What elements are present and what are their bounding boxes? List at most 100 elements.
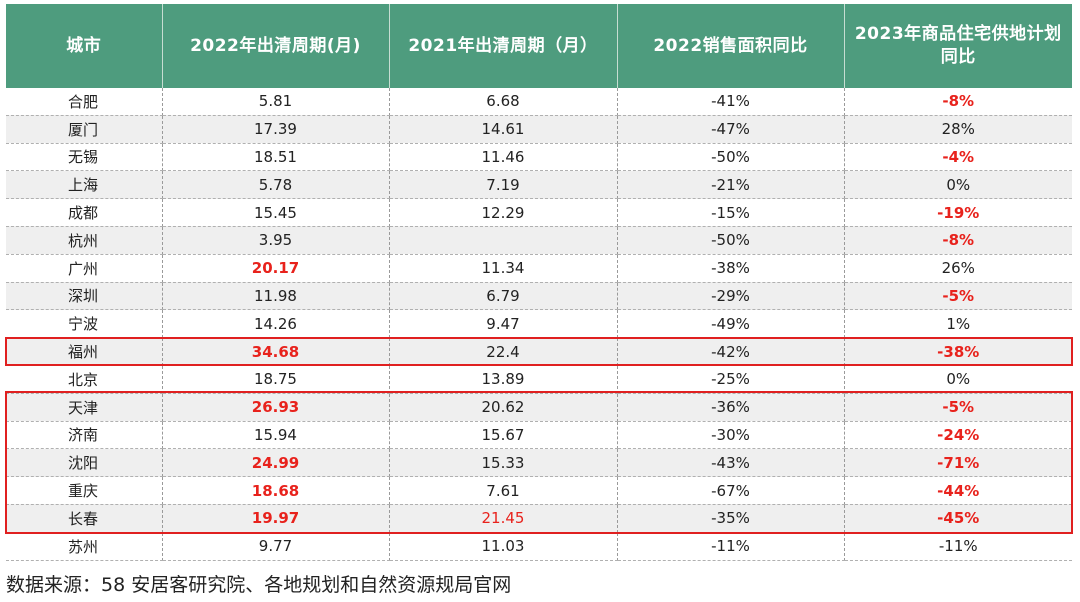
table-row: 沈阳 24.99 15.33 -43% -71%	[6, 448, 1072, 478]
land-supply-plan-cell: -19%	[844, 198, 1072, 227]
land-supply-plan-cell: -4%	[844, 143, 1072, 172]
clearance-2022-cell: 5.81	[162, 88, 390, 116]
city-cell: 沈阳	[6, 448, 163, 478]
sales-area-yoy-cell: -41%	[617, 88, 845, 116]
sales-area-yoy-cell: -43%	[617, 448, 845, 478]
header-clearance-2021: 2021年出清周期（月）	[389, 4, 618, 88]
header-sales-area-yoy-2022: 2022销售面积同比	[617, 4, 845, 88]
land-supply-plan-cell: 0%	[844, 365, 1072, 394]
sales-area-yoy-cell: -21%	[617, 170, 845, 200]
sales-area-yoy-cell: -15%	[617, 198, 845, 227]
sales-area-yoy-cell: -35%	[617, 504, 845, 533]
city-cell: 北京	[6, 365, 163, 394]
table-row: 福州 34.68 22.4 -42% -38%	[6, 337, 1072, 366]
clearance-2021-cell: 9.47	[389, 309, 618, 339]
clearance-2022-cell: 18.75	[162, 365, 390, 394]
sales-area-yoy-cell: -42%	[617, 337, 845, 366]
clearance-2022-cell: 9.77	[162, 532, 390, 561]
clearance-2021-cell: 15.33	[389, 448, 618, 478]
clearance-2021-cell: 20.62	[389, 393, 618, 422]
clearance-2021-cell: 15.67	[389, 421, 618, 450]
sales-area-yoy-cell: -50%	[617, 226, 845, 255]
land-supply-plan-cell: 1%	[844, 309, 1072, 339]
clearance-2021-cell: 6.79	[389, 282, 618, 311]
table-row: 济南 15.94 15.67 -30% -24%	[6, 421, 1072, 450]
city-cell: 成都	[6, 198, 163, 227]
land-supply-plan-cell: -8%	[844, 226, 1072, 255]
clearance-2022-cell: 15.94	[162, 421, 390, 450]
city-cell: 上海	[6, 170, 163, 200]
housing-clearance-table: 城市 2022年出清周期(月) 2021年出清周期（月） 2022销售面积同比 …	[6, 4, 1072, 561]
land-supply-plan-cell: -45%	[844, 504, 1072, 533]
clearance-2021-cell: 13.89	[389, 365, 618, 394]
clearance-2022-cell: 14.26	[162, 309, 390, 339]
city-cell: 无锡	[6, 143, 163, 172]
sales-area-yoy-cell: -29%	[617, 282, 845, 311]
city-cell: 天津	[6, 393, 163, 422]
clearance-2022-cell: 34.68	[162, 337, 390, 366]
table-row: 杭州 3.95 -50% -8%	[6, 226, 1072, 255]
sales-area-yoy-cell: -49%	[617, 309, 845, 339]
header-land-supply-plan-2023: 2023年商品住宅供地计划同比	[844, 4, 1072, 88]
clearance-2021-cell: 11.46	[389, 143, 618, 172]
sales-area-yoy-cell: -67%	[617, 476, 845, 505]
city-cell: 济南	[6, 421, 163, 450]
clearance-2021-cell: 7.61	[389, 476, 618, 505]
sales-area-yoy-cell: -30%	[617, 421, 845, 450]
clearance-2022-cell: 11.98	[162, 282, 390, 311]
land-supply-plan-cell: 0%	[844, 170, 1072, 200]
clearance-2021-cell: 11.34	[389, 254, 618, 283]
clearance-2021-cell: 11.03	[389, 532, 618, 561]
table-row: 宁波 14.26 9.47 -49% 1%	[6, 309, 1072, 339]
clearance-2022-cell: 18.51	[162, 143, 390, 172]
city-cell: 厦门	[6, 115, 163, 144]
land-supply-plan-cell: -24%	[844, 421, 1072, 450]
clearance-2022-cell: 20.17	[162, 254, 390, 283]
clearance-2022-cell: 3.95	[162, 226, 390, 255]
clearance-2021-cell: 7.19	[389, 170, 618, 200]
city-cell: 杭州	[6, 226, 163, 255]
table-row: 苏州 9.77 11.03 -11% -11%	[6, 532, 1072, 561]
land-supply-plan-cell: 26%	[844, 254, 1072, 283]
city-cell: 宁波	[6, 309, 163, 339]
header-clearance-2022: 2022年出清周期(月)	[162, 4, 390, 88]
land-supply-plan-cell: -71%	[844, 448, 1072, 478]
city-cell: 苏州	[6, 532, 163, 561]
clearance-2022-cell: 24.99	[162, 448, 390, 478]
header-row: 城市 2022年出清周期(月) 2021年出清周期（月） 2022销售面积同比 …	[6, 4, 1072, 88]
clearance-2022-cell: 15.45	[162, 198, 390, 227]
city-cell: 深圳	[6, 282, 163, 311]
table-body: 合肥 5.81 6.68 -41% -8% 厦门 17.39 14.61 -47% 28% 无锡 18…	[6, 88, 1072, 561]
clearance-2021-cell: 12.29	[389, 198, 618, 227]
land-supply-plan-cell: 28%	[844, 115, 1072, 144]
city-cell: 长春	[6, 504, 163, 533]
table-row: 北京 18.75 13.89 -25% 0%	[6, 365, 1072, 394]
clearance-2022-cell: 5.78	[162, 170, 390, 200]
sales-area-yoy-cell: -50%	[617, 143, 845, 172]
table-row: 天津 26.93 20.62 -36% -5%	[6, 393, 1072, 422]
land-supply-plan-cell: -38%	[844, 337, 1072, 366]
sales-area-yoy-cell: -38%	[617, 254, 845, 283]
clearance-2021-cell: 6.68	[389, 88, 618, 116]
clearance-2021-cell: 22.4	[389, 337, 618, 366]
sales-area-yoy-cell: -47%	[617, 115, 845, 144]
table-row: 无锡 18.51 11.46 -50% -4%	[6, 143, 1072, 172]
clearance-2021-cell: 14.61	[389, 115, 618, 144]
city-cell: 合肥	[6, 88, 163, 116]
land-supply-plan-cell: -8%	[844, 88, 1072, 116]
sales-area-yoy-cell: -25%	[617, 365, 845, 394]
land-supply-plan-cell: -5%	[844, 393, 1072, 422]
table-row: 厦门 17.39 14.61 -47% 28%	[6, 115, 1072, 144]
city-cell: 广州	[6, 254, 163, 283]
city-cell: 重庆	[6, 476, 163, 505]
clearance-2022-cell: 19.97	[162, 504, 390, 533]
clearance-2022-cell: 26.93	[162, 393, 390, 422]
table-row: 合肥 5.81 6.68 -41% -8%	[6, 88, 1072, 116]
table-row: 广州 20.17 11.34 -38% 26%	[6, 254, 1072, 283]
city-cell: 福州	[6, 337, 163, 366]
land-supply-plan-cell: -5%	[844, 282, 1072, 311]
table-row: 长春 19.97 21.45 -35% -45%	[6, 504, 1072, 533]
table-row: 成都 15.45 12.29 -15% -19%	[6, 198, 1072, 227]
source-note: 数据来源：58 安居客研究院、各地规划和自然资源规局官网	[6, 574, 512, 596]
table-row: 上海 5.78 7.19 -21% 0%	[6, 170, 1072, 200]
